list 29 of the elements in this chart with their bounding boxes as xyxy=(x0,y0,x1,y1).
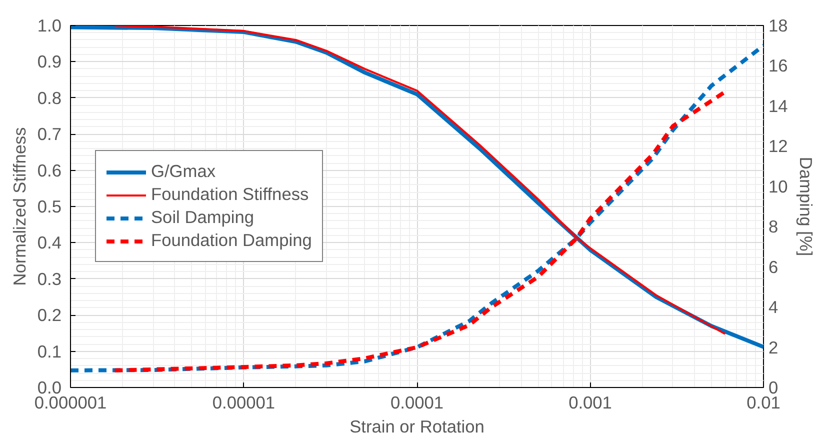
y2-tick-label: 6 xyxy=(768,256,778,277)
y-tick-label: 0.6 xyxy=(37,160,62,180)
legend-label: Soil Damping xyxy=(151,207,254,228)
y2-tick-label: 2 xyxy=(768,337,778,358)
y2-tick-label: 12 xyxy=(768,136,788,156)
y-tick-label: 0.8 xyxy=(37,88,62,108)
y-tick-label: 0.2 xyxy=(37,305,62,326)
x-axis-title: Strain or Rotation xyxy=(350,416,484,436)
x-tick-label: 0.0001 xyxy=(390,392,444,412)
y2-tick-label: 14 xyxy=(768,96,788,116)
y2-tick-label: 4 xyxy=(768,297,778,318)
y2-tick-label: 8 xyxy=(768,216,778,237)
legend-label: Foundation Damping xyxy=(151,230,312,251)
y2-tick-label: 16 xyxy=(768,56,788,76)
y-tick-label: 0.9 xyxy=(37,52,62,72)
y2-tick-label: 10 xyxy=(768,176,788,196)
legend-label: Foundation Stiffness xyxy=(151,184,309,205)
x-tick-label: 0.00001 xyxy=(212,392,276,412)
y2-axis-title: Damping [%] xyxy=(796,156,816,256)
y-tick-label: 0.7 xyxy=(37,124,62,144)
y-tick-label: 0.3 xyxy=(37,268,62,289)
y-tick-label: 0.5 xyxy=(37,196,62,216)
y-tick-label: 0.4 xyxy=(37,232,62,253)
y2-tick-label: 18 xyxy=(768,16,788,36)
legend-label: G/Gmax xyxy=(151,161,216,182)
y-tick-label: 1.0 xyxy=(37,16,62,36)
y-tick-label: 0.1 xyxy=(37,341,62,362)
x-tick-label: 0.001 xyxy=(568,392,612,412)
y-axis-title: Normalized Stiffness xyxy=(9,126,30,286)
